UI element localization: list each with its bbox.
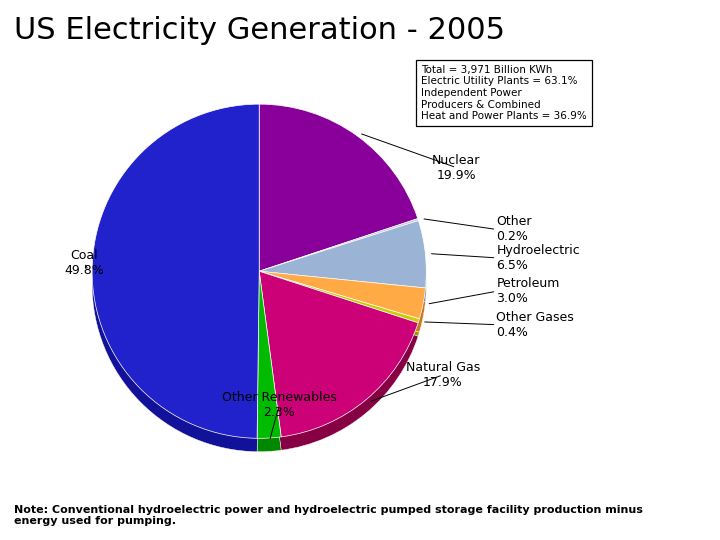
Wedge shape xyxy=(259,271,419,323)
Text: Petroleum
3.0%: Petroleum 3.0% xyxy=(497,277,560,305)
Text: Nuclear
19.9%: Nuclear 19.9% xyxy=(432,153,480,181)
Text: Other
0.2%: Other 0.2% xyxy=(497,215,532,244)
Text: US Electricity Generation - 2005: US Electricity Generation - 2005 xyxy=(14,16,505,45)
Wedge shape xyxy=(257,285,282,451)
Wedge shape xyxy=(259,220,426,288)
Wedge shape xyxy=(259,285,419,336)
Text: Coal
49.8%: Coal 49.8% xyxy=(64,249,104,277)
Text: Hydroelectric
6.5%: Hydroelectric 6.5% xyxy=(497,244,580,272)
Wedge shape xyxy=(259,234,426,301)
Text: Note: Conventional hydroelectric power and hydroelectric pumped storage facility: Note: Conventional hydroelectric power a… xyxy=(14,505,643,526)
Text: Other Renewables
2.3%: Other Renewables 2.3% xyxy=(222,391,337,419)
Wedge shape xyxy=(259,285,426,332)
Text: Natural Gas
17.9%: Natural Gas 17.9% xyxy=(406,361,480,389)
Wedge shape xyxy=(92,118,259,451)
Wedge shape xyxy=(259,285,418,450)
Text: Total = 3,971 Billion KWh
Electric Utility Plants = 63.1%
Independent Power
Prod: Total = 3,971 Billion KWh Electric Utili… xyxy=(421,65,587,121)
Wedge shape xyxy=(259,232,418,285)
Wedge shape xyxy=(257,271,282,438)
Wedge shape xyxy=(259,271,426,319)
Wedge shape xyxy=(259,118,418,285)
Wedge shape xyxy=(92,104,259,438)
Text: Other Gases
0.4%: Other Gases 0.4% xyxy=(497,310,575,339)
Wedge shape xyxy=(259,104,418,271)
Wedge shape xyxy=(259,219,418,271)
Wedge shape xyxy=(259,271,418,437)
